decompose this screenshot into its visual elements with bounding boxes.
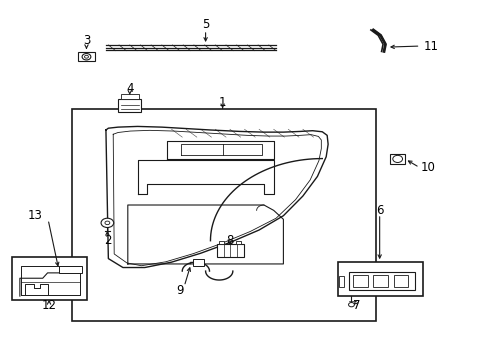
Text: 6: 6 <box>375 204 383 217</box>
Bar <box>193 259 203 266</box>
Text: 1: 1 <box>219 96 226 109</box>
Text: 9: 9 <box>176 284 183 297</box>
Bar <box>216 244 243 257</box>
Bar <box>389 154 404 164</box>
Circle shape <box>105 221 110 225</box>
Text: 10: 10 <box>420 161 434 174</box>
Circle shape <box>84 55 88 58</box>
Bar <box>219 241 224 244</box>
Text: 8: 8 <box>226 234 233 247</box>
Text: 11: 11 <box>423 40 438 53</box>
Bar <box>118 99 141 112</box>
Bar <box>59 266 82 273</box>
Text: 7: 7 <box>352 299 359 312</box>
Text: 12: 12 <box>41 299 57 312</box>
Bar <box>352 275 367 287</box>
Text: 5: 5 <box>202 18 209 31</box>
Text: 3: 3 <box>82 34 90 47</box>
Bar <box>120 94 139 99</box>
Text: 4: 4 <box>126 82 133 95</box>
Bar <box>12 257 87 300</box>
Circle shape <box>101 218 114 228</box>
Bar <box>348 272 414 290</box>
Text: 2: 2 <box>103 234 111 247</box>
Circle shape <box>392 156 402 162</box>
Bar <box>72 109 375 321</box>
Bar <box>78 53 95 61</box>
Bar <box>236 241 241 244</box>
Bar <box>372 275 387 287</box>
Circle shape <box>348 302 354 307</box>
Bar <box>339 276 344 287</box>
Circle shape <box>82 54 91 60</box>
Text: 13: 13 <box>28 209 43 222</box>
Bar <box>337 262 422 296</box>
Bar <box>393 275 407 287</box>
